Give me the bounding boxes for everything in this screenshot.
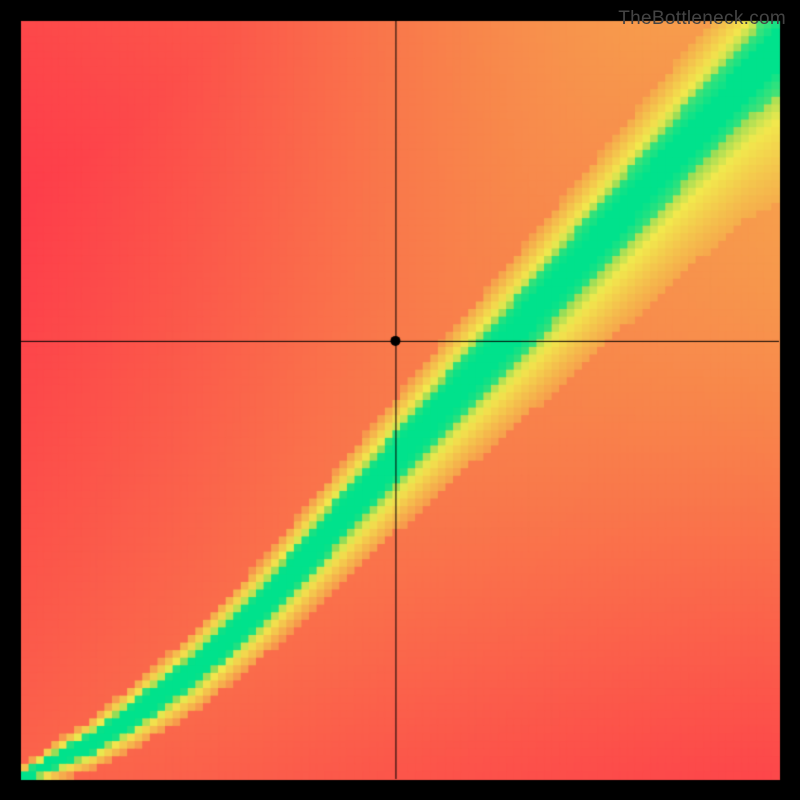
bottleneck-chart-container: { "watermark": { "text": "TheBottleneck.… — [0, 0, 800, 800]
bottleneck-heatmap-canvas — [0, 0, 800, 800]
watermark-text: TheBottleneck.com — [618, 8, 786, 30]
